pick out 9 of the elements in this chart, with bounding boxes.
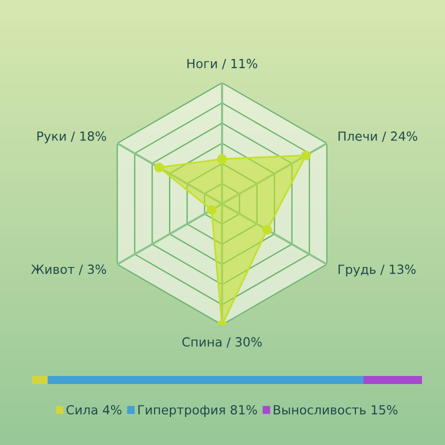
spoke-label: Грудь / 13% — [338, 264, 416, 276]
spoke-label: Руки / 18% — [37, 131, 106, 144]
spoke-label: Ноги / 11% — [187, 58, 258, 70]
spoke-label: Спина / 30% — [182, 337, 262, 348]
legend-label: Гипертрофия 81% — [138, 405, 257, 417]
legend-label: Выносливость 15% — [274, 405, 398, 415]
spoke-label: Плечи / 24% — [338, 131, 418, 142]
legend-label: Сила 4% — [66, 405, 122, 415]
spoke-label: Живот / 3% — [31, 264, 106, 275]
